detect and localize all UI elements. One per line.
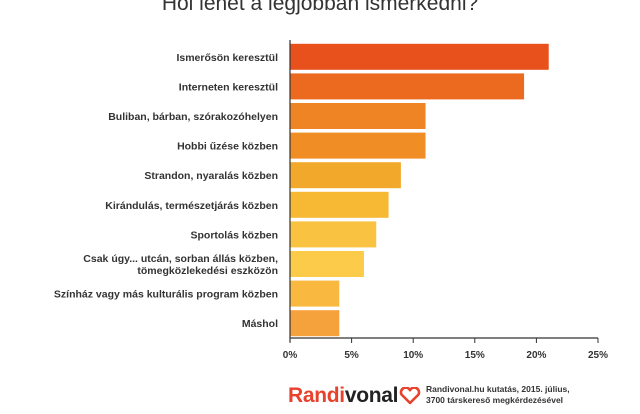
bar bbox=[290, 162, 401, 189]
category-label: Hobbi űzése közben bbox=[177, 141, 278, 153]
x-tick-label: 20% bbox=[526, 350, 546, 361]
category-label: Interneten keresztül bbox=[179, 81, 278, 93]
bar bbox=[290, 310, 340, 337]
heart-icon bbox=[399, 387, 421, 405]
x-tick-label: 15% bbox=[465, 350, 485, 361]
category-label: Csak úgy... utcán, sorban állás közben, t… bbox=[83, 253, 278, 277]
bar bbox=[290, 103, 426, 129]
brand-part1: Randi bbox=[288, 384, 345, 407]
source-line-2: 3700 társkereső megkérdezésével bbox=[426, 395, 564, 405]
chart-title: Hol lehet a legjobban ismerkedni? bbox=[161, 0, 479, 15]
bar bbox=[290, 43, 549, 70]
bar bbox=[290, 280, 340, 307]
category-label: Máshol bbox=[242, 318, 278, 330]
footer: Randivonal Randivonal.hu kutatás, 2015. … bbox=[288, 384, 640, 414]
bar-chart: Ismerősön keresztül Interneten keresztül B… bbox=[54, 40, 608, 361]
category-label: Buliban, bárban, szórakozóhelyen bbox=[108, 111, 278, 123]
category-label: Strandon, nyaralás közben bbox=[144, 170, 278, 182]
brand-part2: vonal bbox=[344, 384, 399, 407]
category-label: Sportolás közben bbox=[190, 229, 278, 241]
source-line-1: Randivonal.hu kutatás, 2015. július, bbox=[426, 384, 570, 394]
x-tick-label: 10% bbox=[403, 350, 423, 361]
category-label: Színház vagy más kulturális program közb… bbox=[54, 289, 278, 301]
category-label: Kirándulás, természetjárás közben bbox=[105, 200, 278, 212]
source-note: Randivonal.hu kutatás, 2015. július, 370… bbox=[426, 384, 616, 406]
category-label: Ismerősön keresztül bbox=[176, 52, 278, 64]
bar bbox=[290, 132, 426, 159]
bar bbox=[290, 73, 525, 100]
bar bbox=[290, 251, 364, 277]
x-tick-label: 25% bbox=[588, 350, 608, 361]
bar bbox=[290, 191, 389, 218]
x-tick-label: 0% bbox=[283, 350, 298, 361]
brand-logo: Randivonal bbox=[288, 384, 399, 408]
x-tick-label: 5% bbox=[344, 350, 359, 361]
bar bbox=[290, 221, 377, 248]
